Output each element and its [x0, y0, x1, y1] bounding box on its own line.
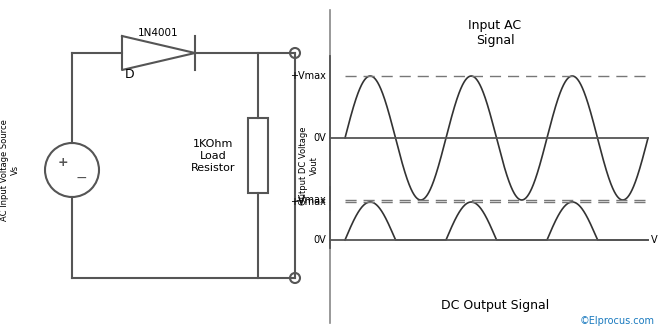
Text: DC Output Signal: DC Output Signal — [441, 298, 549, 311]
Text: +: + — [57, 156, 69, 168]
Text: V (DC): V (DC) — [651, 235, 660, 245]
Text: 1N4001: 1N4001 — [138, 28, 178, 38]
Text: 0V: 0V — [314, 133, 326, 143]
Text: Output DC Voltage
Vout: Output DC Voltage Vout — [299, 127, 319, 205]
Bar — [248, 118, 268, 193]
Text: 0V: 0V — [314, 235, 326, 245]
Text: ©Elprocus.com: ©Elprocus.com — [580, 316, 655, 326]
Text: +Vmax: +Vmax — [290, 71, 326, 81]
Text: −: − — [75, 171, 87, 185]
Text: AC Input Voltage Source
Vs: AC Input Voltage Source Vs — [0, 119, 20, 221]
Text: 1KOhm
Load
Resistor: 1KOhm Load Resistor — [191, 140, 235, 172]
Text: -Vmax: -Vmax — [295, 195, 326, 205]
Text: Input AC
Signal: Input AC Signal — [469, 19, 521, 47]
Text: D: D — [125, 69, 135, 82]
Text: +Vmax: +Vmax — [290, 197, 326, 207]
